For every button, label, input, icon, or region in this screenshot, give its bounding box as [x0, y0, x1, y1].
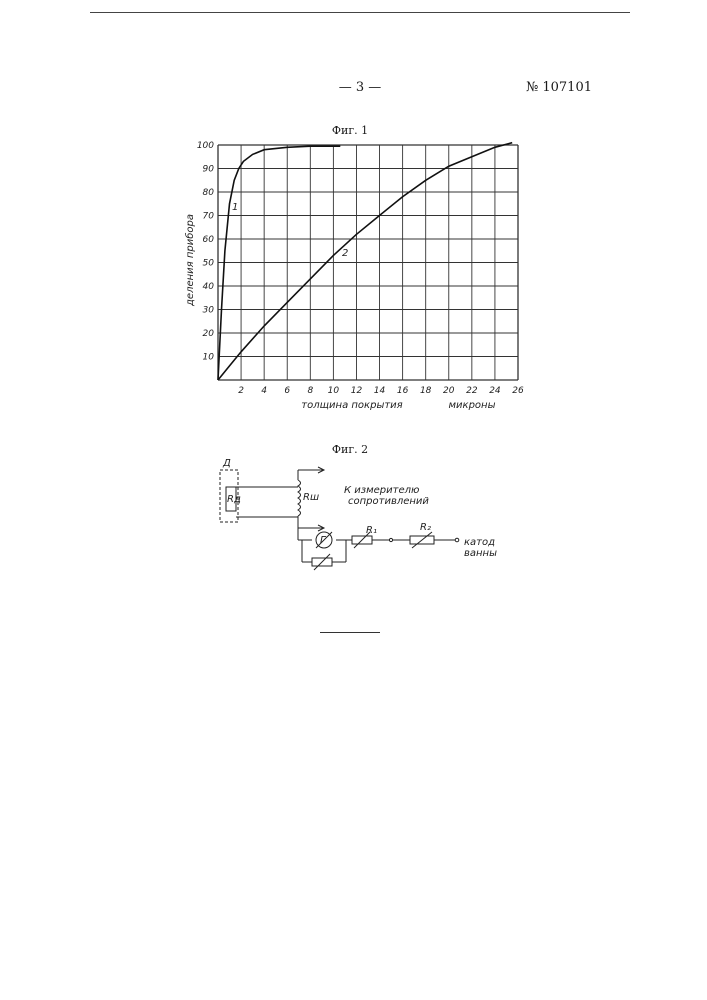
figure2-caption: Фиг. 2	[310, 443, 390, 456]
y-tick-label: 10	[203, 353, 215, 363]
curve1-label: 1	[232, 202, 238, 213]
x-tick-label: 24	[489, 386, 501, 396]
sensor-label: Д	[222, 458, 231, 469]
y-axis-label: деления прибора	[184, 214, 196, 307]
cathode-text-line2: ванны	[464, 548, 497, 559]
curve2-label: 2	[342, 248, 348, 259]
x-tick-label: 26	[512, 386, 524, 396]
meter-label: Г	[320, 535, 327, 546]
y-tick-label: 100	[197, 141, 214, 151]
y-tick-label: 70	[203, 212, 215, 222]
y-tick-label: 60	[203, 235, 215, 245]
y-tick-label: 50	[203, 259, 215, 269]
x-tick-label: 16	[397, 386, 409, 396]
x-tick-label: 14	[374, 386, 386, 396]
parallel-resistor	[312, 558, 332, 566]
sensor-box	[220, 470, 238, 522]
x-axis-unit: микроны	[449, 400, 496, 411]
y-tick-label: 80	[203, 188, 215, 198]
x-tick-label: 18	[420, 386, 432, 396]
x-axis-label: толщина покрытия	[301, 400, 402, 411]
cathode-text-line1: катод	[464, 537, 495, 548]
r1-label: R₁	[366, 525, 377, 536]
curve-1	[218, 146, 340, 380]
figure1-chart: 2468101214161820222426 10203040506070809…	[0, 0, 707, 440]
x-tick-label: 8	[307, 386, 313, 396]
x-tick-label: 12	[351, 386, 363, 396]
shunt-label: Rш	[303, 492, 319, 503]
y-tick-label: 20	[203, 329, 215, 339]
r2-label: R₂	[420, 522, 431, 533]
y-tick-labels: 10 20 30 40 50 60 70 80 90 100	[197, 141, 214, 363]
sensor-resistor	[226, 487, 236, 511]
y-tick-label: 30	[203, 306, 215, 316]
galvanometer-circle	[316, 532, 332, 548]
x-tick-label: 4	[261, 386, 267, 396]
curve-2	[218, 143, 512, 380]
shunt-coil	[298, 480, 301, 516]
x-tick-label: 6	[284, 386, 290, 396]
r2-resistor	[410, 536, 434, 544]
meter-text-line1: К измерителю	[344, 485, 419, 496]
end-rule	[320, 632, 380, 633]
x-tick-label: 22	[466, 386, 478, 396]
x-tick-label: 2	[238, 386, 244, 396]
r1-resistor	[352, 536, 372, 544]
chart-grid	[218, 145, 518, 380]
y-tick-label: 90	[203, 165, 215, 175]
chart-curves	[218, 143, 512, 380]
sensor-resistor-label: Rд	[227, 494, 241, 505]
meter-text-line2: сопротивлений	[348, 496, 429, 507]
x-tick-label: 10	[328, 386, 340, 396]
x-tick-label: 20	[443, 386, 455, 396]
y-tick-label: 40	[203, 282, 215, 292]
x-tick-labels: 2468101214161820222426	[238, 386, 524, 396]
